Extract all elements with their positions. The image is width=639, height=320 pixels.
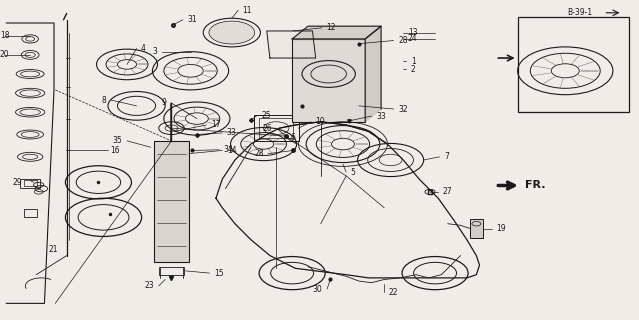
Bar <box>259 118 293 138</box>
Bar <box>254 116 298 141</box>
Text: 21: 21 <box>49 245 58 254</box>
Text: 3: 3 <box>153 47 157 56</box>
Text: 4: 4 <box>141 44 146 53</box>
Text: 12: 12 <box>327 23 336 32</box>
Bar <box>470 219 482 238</box>
Text: 8: 8 <box>102 96 107 105</box>
Text: 6: 6 <box>290 133 295 142</box>
Text: 25: 25 <box>262 111 272 120</box>
Text: 2: 2 <box>411 65 416 74</box>
Text: 35: 35 <box>113 136 123 145</box>
Text: FR.: FR. <box>525 180 546 190</box>
Bar <box>24 209 36 217</box>
Text: 31: 31 <box>187 15 197 24</box>
Bar <box>24 180 36 186</box>
Bar <box>20 179 40 188</box>
Text: 28: 28 <box>398 36 408 45</box>
Text: 17: 17 <box>211 120 220 130</box>
Bar <box>154 141 189 262</box>
Text: 34: 34 <box>224 145 233 154</box>
Text: 24: 24 <box>408 35 417 44</box>
Text: 9: 9 <box>162 98 166 107</box>
Text: 26: 26 <box>262 124 272 132</box>
Text: 7: 7 <box>444 152 449 161</box>
Text: 10: 10 <box>316 117 325 126</box>
Polygon shape <box>292 26 381 39</box>
Text: 20: 20 <box>0 50 10 59</box>
Bar <box>158 267 184 275</box>
Text: 27: 27 <box>443 188 452 196</box>
Text: 5: 5 <box>351 168 355 177</box>
Text: 16: 16 <box>110 146 119 155</box>
Text: 23: 23 <box>144 281 155 290</box>
Text: 29: 29 <box>13 178 22 187</box>
Polygon shape <box>266 31 316 58</box>
Text: 33: 33 <box>376 112 386 121</box>
Text: 14: 14 <box>227 146 236 155</box>
Text: 22: 22 <box>389 288 398 297</box>
Polygon shape <box>366 26 381 122</box>
Bar <box>292 39 366 122</box>
Bar <box>518 17 629 112</box>
Text: 11: 11 <box>243 6 252 15</box>
Text: 18: 18 <box>0 31 10 40</box>
Text: 33: 33 <box>227 128 236 137</box>
Text: 28: 28 <box>254 149 263 158</box>
Text: B-39-1: B-39-1 <box>567 8 592 17</box>
Text: 15: 15 <box>214 268 224 278</box>
Text: 30: 30 <box>313 284 323 293</box>
Text: 1: 1 <box>411 57 416 66</box>
Text: 13: 13 <box>408 28 417 37</box>
Circle shape <box>209 21 255 44</box>
Text: 19: 19 <box>497 224 506 233</box>
Text: 32: 32 <box>398 105 408 114</box>
